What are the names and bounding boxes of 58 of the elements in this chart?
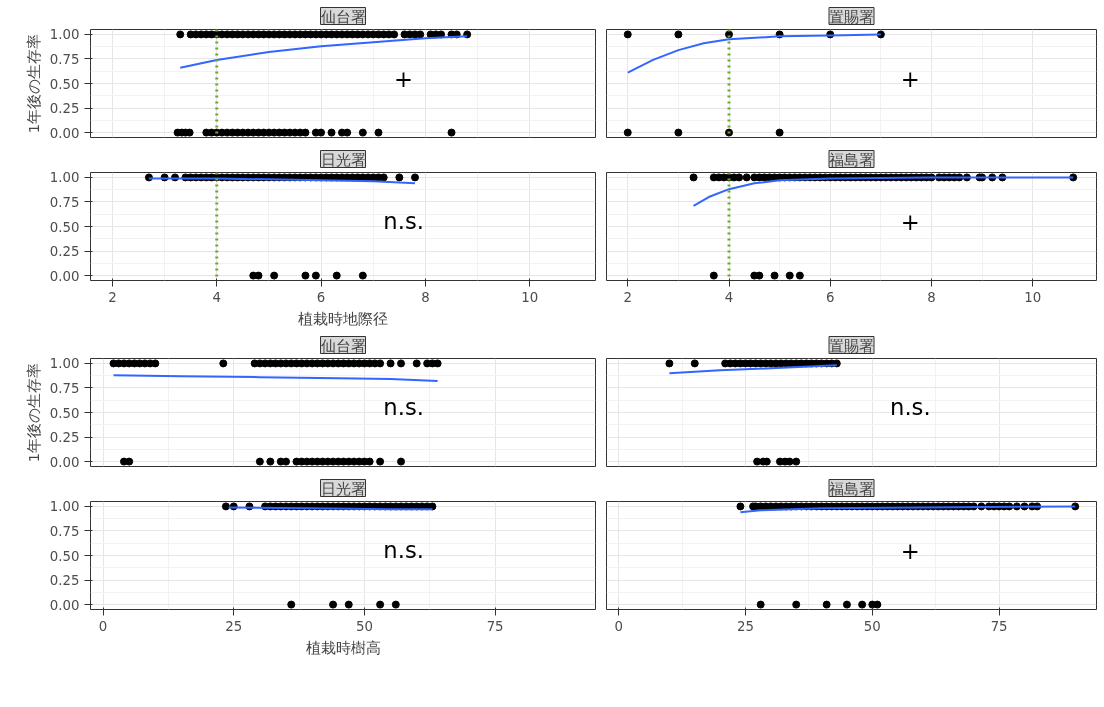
y-tick-label: 0.25 <box>49 430 80 446</box>
x-tick-label: 8 <box>927 289 936 305</box>
x-tick-label: 25 <box>737 618 754 634</box>
y-tick-label: 0.00 <box>49 125 80 141</box>
y-tick-label: 0.75 <box>49 51 80 67</box>
y-tick-label: 0.50 <box>49 219 80 235</box>
x-tick-label: 6 <box>316 289 326 305</box>
chart-title: 仙台署 <box>320 7 366 25</box>
y-tick-label: 0.00 <box>49 268 80 284</box>
y-tick-label: 1.00 <box>49 170 80 186</box>
x-tick-label: 50 <box>863 618 881 634</box>
x-tick-label: 2 <box>623 289 632 305</box>
x-tick-label: 0 <box>98 618 108 634</box>
y-tick-label: 0.00 <box>49 597 80 613</box>
x-tick-label: 4 <box>724 289 734 305</box>
annotation: n.s. <box>383 537 424 564</box>
annotation: + <box>900 537 920 564</box>
chart-title: 置賜署 <box>829 7 874 25</box>
y-tick-label: 1.00 <box>49 499 80 515</box>
chart-title: 日光署 <box>320 479 366 497</box>
annotation: n.s. <box>383 394 424 421</box>
x-tick-label: 50 <box>355 618 373 634</box>
y-tick-label: 1.00 <box>49 27 80 43</box>
y-tick-label: 0.75 <box>49 194 80 210</box>
annotation: + <box>900 65 920 92</box>
y-tick-label: 0.50 <box>49 548 80 564</box>
chart-title: 福島署 <box>829 479 874 497</box>
chart-title: 仙台署 <box>320 336 366 354</box>
x-tick-label: 2 <box>108 289 117 305</box>
y-tick-label: 0.75 <box>49 380 80 396</box>
x-tick-label: 6 <box>826 289 835 305</box>
x-tick-label: 75 <box>990 618 1008 634</box>
y-tick-label: 0.50 <box>49 405 80 421</box>
annotation: + <box>900 208 920 235</box>
y-tick-label: 1.00 <box>49 356 80 372</box>
x-tick-label: 75 <box>486 618 504 634</box>
chart-title: 日光署 <box>320 150 366 168</box>
y-tick-label: 0.50 <box>49 76 80 92</box>
x-tick-label: 0 <box>614 618 623 634</box>
annotation: + <box>394 65 414 92</box>
y-tick-label: 0.00 <box>49 454 80 470</box>
x-tick-label: 25 <box>225 618 243 634</box>
x-tick-label: 10 <box>1024 289 1042 305</box>
x-tick-label: 8 <box>421 289 430 305</box>
y-tick-label: 0.25 <box>49 573 80 589</box>
y-tick-label: 0.75 <box>49 523 80 539</box>
chart-title: 置賜署 <box>829 336 874 354</box>
y-tick-label: 0.25 <box>49 244 80 260</box>
annotation: n.s. <box>383 208 424 235</box>
x-tick-label: 4 <box>212 289 221 305</box>
annotation: n.s. <box>890 394 931 421</box>
y-axis-title: 1年後の生存率 <box>24 33 42 134</box>
x-axis-title: 植栽時樹高 <box>305 638 381 656</box>
y-axis-title: 1年後の生存率 <box>24 362 42 463</box>
chart-title: 福島署 <box>829 150 874 168</box>
y-tick-label: 0.25 <box>49 101 80 117</box>
x-axis-title: 植栽時地際径 <box>298 309 388 327</box>
x-tick-label: 10 <box>521 289 539 305</box>
